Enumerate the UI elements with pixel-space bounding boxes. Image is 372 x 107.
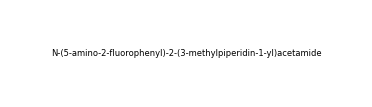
Text: N-(5-amino-2-fluorophenyl)-2-(3-methylpiperidin-1-yl)acetamide: N-(5-amino-2-fluorophenyl)-2-(3-methylpi… bbox=[51, 49, 321, 58]
